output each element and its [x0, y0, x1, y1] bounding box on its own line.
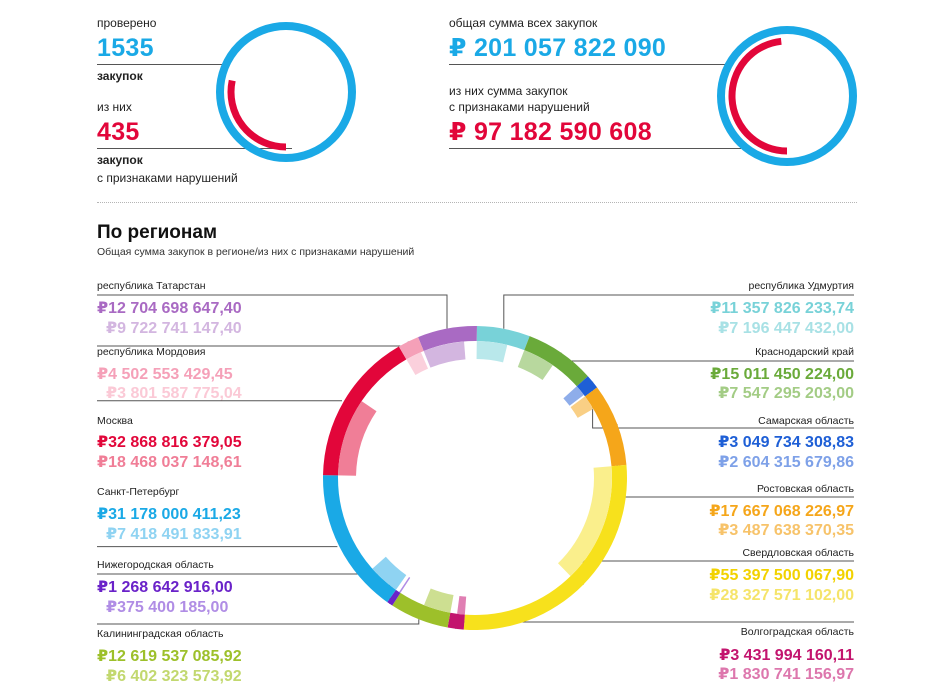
ring-total-arc — [463, 464, 627, 630]
leader-line-violation-amount — [449, 148, 741, 149]
violation-sum-label-1: из них сумма закупок — [449, 84, 568, 98]
ring-violations-arc — [476, 341, 508, 363]
sum-donut-total-ring — [717, 26, 857, 166]
count-donut-total-ring — [216, 22, 356, 162]
region-name-sverdlovsk: Свердловская область — [742, 547, 854, 559]
count-donut-violations-arc — [227, 79, 287, 151]
region-leader-line — [97, 619, 420, 625]
region-leader-line — [616, 424, 854, 498]
region-leader-line — [503, 294, 854, 329]
region-violations-spb: ₽7 418 491 833,91 — [106, 526, 242, 543]
region-violations-rostov: ₽3 487 638 370,35 — [718, 522, 854, 539]
purchases-sum-donut — [717, 26, 857, 166]
ring-violations-arc — [372, 556, 407, 590]
ring-violations-arc — [563, 386, 584, 406]
region-leader-line — [97, 294, 448, 329]
region-total-moscow: ₽32 868 816 379,05 — [97, 434, 242, 451]
region-name-udmurtia: республика Удмуртия — [748, 280, 854, 292]
region-violations-kaliningrad: ₽6 402 323 573,92 — [106, 668, 242, 685]
ring-violations-arc — [399, 577, 411, 593]
sum-donut-violations-arc — [728, 37, 788, 155]
region-name-mordovia: республика Мордовия — [97, 346, 206, 358]
region-name-moscow: Москва — [97, 415, 133, 427]
region-violations-sverdlovsk: ₽28 327 571 102,00 — [709, 587, 854, 604]
of-them-label: из них — [97, 100, 132, 114]
region-violations-volgograd: ₽1 830 741 156,97 — [718, 666, 854, 683]
region-leader-line — [97, 573, 391, 604]
violation-amount: ₽ 97 182 590 608 — [449, 118, 652, 146]
regions-ring-chart — [323, 326, 627, 630]
leader-line-violations — [97, 148, 292, 149]
region-total-nizhny: ₽1 268 642 916,00 — [97, 579, 233, 596]
ring-total-arc — [323, 475, 396, 603]
ring-total-arc — [524, 336, 588, 387]
ring-total-arc — [418, 326, 477, 351]
region-leader-line — [592, 381, 854, 429]
region-leader-line — [582, 560, 854, 585]
purchases-word-2: закупок — [97, 153, 143, 167]
region-violations-udmurtia: ₽7 196 447 432,00 — [718, 320, 854, 337]
ring-violations-arc — [517, 350, 553, 381]
purchases-count-donut — [216, 22, 356, 162]
ring-total-arc — [387, 589, 401, 606]
region-name-spb: Санкт-Петербург — [97, 486, 180, 498]
region-leader-line — [560, 352, 854, 362]
checked-count: 1535 — [97, 34, 154, 62]
total-amount: ₽ 201 057 822 090 — [449, 34, 667, 62]
ring-total-arc — [398, 337, 424, 360]
region-violations-nizhny: ₽375 400 185,00 — [106, 599, 229, 616]
ring-violations-arc — [457, 595, 467, 615]
ring-total-arc — [392, 592, 451, 628]
region-total-mordovia: ₽4 502 553 429,45 — [97, 366, 233, 383]
checked-label: проверено — [97, 16, 157, 30]
ring-total-arc — [576, 376, 598, 397]
region-leader-lines — [97, 294, 854, 629]
ring-total-arc — [323, 346, 407, 476]
region-total-udmurtia: ₽11 357 826 233,74 — [710, 300, 854, 317]
region-name-kaliningrad: Калининградская область — [97, 628, 224, 640]
violation-sum-label-2: с признаками нарушений — [449, 100, 590, 114]
region-violations-mordovia: ₽3 801 587 775,04 — [106, 385, 242, 402]
ring-total-arc — [585, 387, 627, 467]
leader-line-total — [449, 64, 727, 65]
region-total-samara: ₽3 049 734 308,83 — [718, 434, 854, 451]
region-violations-samara: ₽2 604 315 679,86 — [718, 454, 854, 471]
ring-violations-arc — [406, 352, 429, 376]
region-total-kaliningrad: ₽12 619 537 085,92 — [97, 648, 242, 665]
region-total-rostov: ₽17 667 068 226,97 — [709, 503, 854, 520]
region-violations-tatarstan: ₽9 722 741 147,40 — [106, 320, 242, 337]
violations-count: 435 — [97, 118, 140, 146]
total-label: общая сумма всех закупок — [449, 16, 598, 30]
region-name-tatarstan: республика Татарстан — [97, 280, 206, 292]
region-name-nizhny: Нижегородская область — [97, 559, 214, 571]
purchases-word-1: закупок — [97, 69, 143, 83]
section-divider — [97, 202, 857, 203]
region-total-volgograd: ₽3 431 994 160,11 — [719, 647, 854, 664]
ring-violations-arc — [570, 396, 594, 418]
region-violations-moscow: ₽18 468 037 148,61 — [97, 454, 242, 471]
ring-total-arc — [447, 612, 465, 630]
region-total-krasnodar: ₽15 011 450 224,00 — [710, 366, 854, 383]
region-name-volgograd: Волгоградская область — [740, 626, 854, 638]
ring-violations-arc — [423, 588, 454, 613]
regions-title: По регионам — [97, 222, 218, 243]
region-name-samara: Самарская область — [758, 415, 854, 427]
region-name-krasnodar: Краснодарский край — [755, 346, 854, 358]
region-violations-krasnodar: ₽7 547 295 203,00 — [718, 385, 854, 402]
regions-subtitle: Общая сумма закупок в регионе/из них с п… — [97, 246, 415, 258]
ring-violations-arc — [338, 401, 377, 476]
region-total-sverdlovsk: ₽55 397 500 067,90 — [709, 567, 854, 584]
ring-violations-arc — [423, 341, 466, 368]
region-leader-line — [97, 341, 409, 347]
with-violations-label: с признаками нарушений — [97, 171, 238, 185]
region-name-rostov: Ростовская область — [756, 483, 854, 495]
leader-line-checked — [97, 64, 230, 65]
ring-violations-arc — [557, 466, 613, 577]
region-total-tatarstan: ₽12 704 698 647,40 — [97, 300, 242, 317]
ring-total-arc — [476, 326, 530, 351]
region-total-spb: ₽31 178 000 411,23 — [97, 506, 241, 523]
